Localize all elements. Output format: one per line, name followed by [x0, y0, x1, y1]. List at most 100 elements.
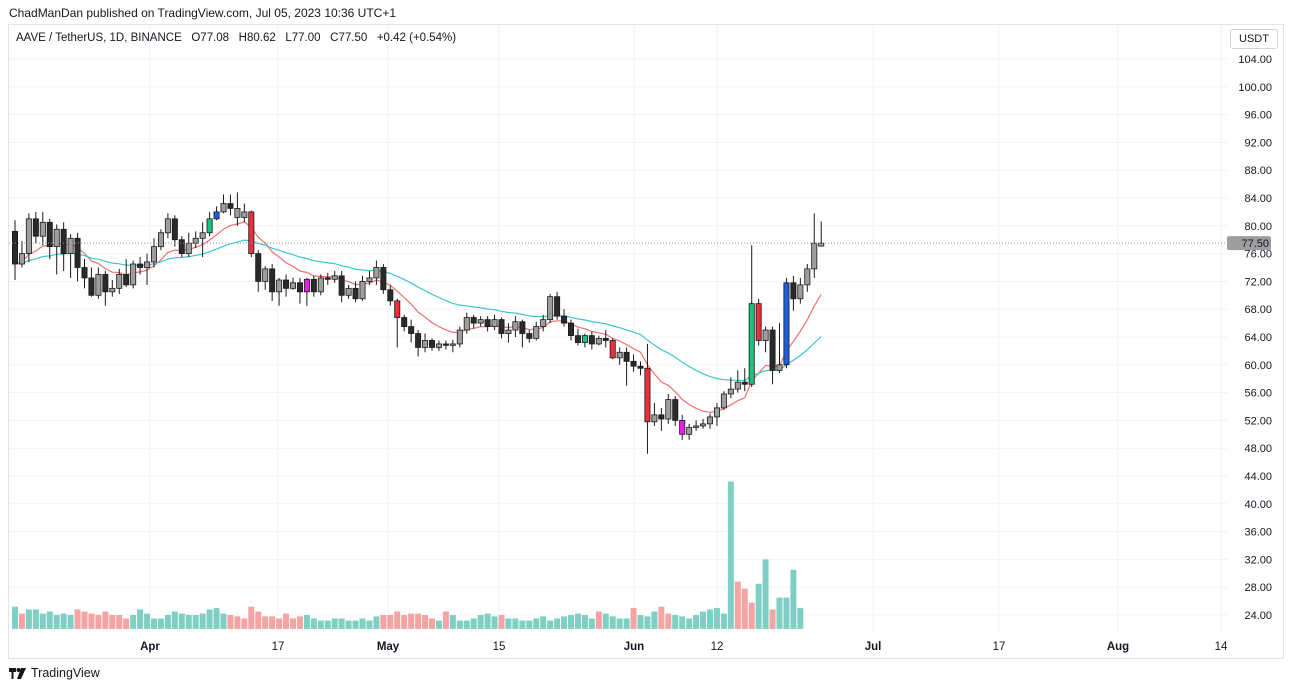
price-tick-label: 48.00: [1244, 443, 1272, 455]
volume-bar: [526, 620, 533, 629]
volume-bar: [102, 611, 109, 629]
volume-bar: [394, 611, 401, 629]
candle: [644, 343, 651, 454]
candle: [192, 231, 199, 249]
candle-body: [602, 337, 609, 341]
volume-bar: [748, 602, 755, 629]
price-tick-label: 88.00: [1244, 165, 1272, 177]
volume-bar: [67, 615, 74, 629]
volume-bar: [192, 615, 199, 629]
volume-bar: [491, 616, 498, 629]
candle: [227, 194, 234, 216]
volume-bar: [95, 615, 102, 629]
volume-bar: [206, 609, 213, 629]
volume-bar: [130, 615, 137, 629]
volume-bar: [241, 618, 248, 629]
volume-bar: [380, 615, 387, 629]
volume-bar: [713, 608, 720, 629]
candle: [199, 222, 206, 258]
volume-bar: [609, 616, 616, 629]
volume-bar: [783, 597, 790, 629]
volume-bar: [630, 608, 637, 629]
candle: [116, 268, 123, 294]
volume-bar: [387, 615, 394, 629]
volume-bar: [401, 615, 408, 629]
candle: [234, 192, 241, 226]
volume-bar: [81, 611, 88, 629]
candle-body: [380, 267, 387, 291]
candle-body: [672, 399, 679, 421]
candle-body: [185, 242, 192, 255]
volume-bar: [303, 615, 310, 629]
candle-body: [477, 319, 484, 324]
volume-bar: [561, 616, 568, 629]
volume-bar: [310, 618, 317, 629]
candle: [178, 236, 185, 258]
time-tick-label: Jun: [624, 641, 644, 653]
candle-body: [137, 263, 144, 268]
candle-body: [581, 335, 588, 343]
candle-body: [331, 275, 338, 280]
candle-body: [554, 296, 561, 317]
volume-bar: [290, 618, 296, 629]
candle: [46, 218, 53, 260]
ema-slow-line: [14, 239, 822, 382]
footer-brand[interactable]: TradingView: [9, 666, 100, 680]
price-tick-label: 44.00: [1244, 471, 1272, 483]
volume-bar: [720, 613, 727, 629]
candle-body: [762, 329, 769, 341]
volume-bar: [672, 615, 679, 629]
volume-bar: [693, 615, 700, 629]
volume-bar: [429, 618, 435, 629]
volume-bar: [53, 615, 60, 629]
candle: [345, 284, 352, 299]
candle: [276, 277, 283, 306]
candle: [581, 333, 588, 348]
volume-bar: [144, 613, 151, 629]
price-tick-label: 64.00: [1244, 332, 1272, 344]
candle-body: [686, 426, 693, 435]
candle: [415, 330, 422, 357]
candle-body: [811, 242, 818, 270]
volume-bar: [123, 618, 130, 629]
candle: [206, 211, 213, 237]
candle-body: [394, 300, 401, 318]
published-by-text: ChadManDan published on TradingView.com,…: [9, 6, 397, 20]
volume-bar: [338, 618, 345, 629]
volume-bar: [658, 606, 665, 629]
candle-body: [116, 274, 123, 289]
volume-bar: [74, 609, 81, 629]
candle-body: [428, 340, 435, 348]
currency-button[interactable]: USDT: [1230, 29, 1278, 49]
candle: [720, 391, 727, 410]
volume-bar: [679, 616, 686, 629]
time-tick-label: 17: [993, 641, 1006, 653]
candle-body: [422, 340, 429, 348]
candle: [324, 273, 331, 285]
candle-body: [269, 268, 276, 293]
candle: [595, 335, 602, 346]
volume-bar: [581, 615, 588, 629]
candle: [144, 253, 151, 285]
candle: [81, 259, 88, 289]
candle: [574, 328, 581, 346]
price-tick-label: 60.00: [1244, 360, 1272, 372]
time-tick-label: Aug: [1107, 641, 1129, 653]
time-tick-label: 14: [1215, 641, 1228, 653]
candle: [338, 270, 345, 303]
volume-bar: [700, 611, 707, 629]
candle-body: [81, 267, 88, 279]
candle-body: [491, 319, 498, 327]
candle-body: [192, 237, 199, 244]
volume-bar: [109, 615, 116, 629]
candle-body: [415, 333, 422, 348]
candle-body: [227, 203, 234, 209]
candle-body: [345, 287, 352, 296]
candle: [317, 274, 324, 296]
candle-body: [102, 274, 109, 293]
volume-bar: [533, 618, 540, 629]
candle-body: [366, 277, 373, 282]
volume-bar: [352, 620, 359, 629]
tradingview-logo-icon: [9, 667, 26, 679]
